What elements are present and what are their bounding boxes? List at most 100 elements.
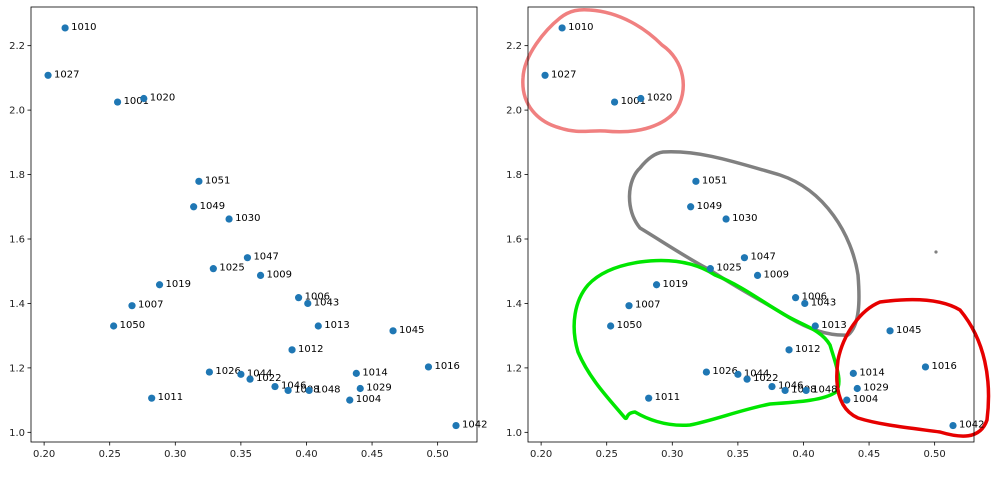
data-point-1048-right bbox=[802, 386, 810, 395]
data-point-1016-left bbox=[424, 363, 433, 371]
data-point-1004-left bbox=[346, 396, 354, 404]
point-label-1048-right: 1048 bbox=[812, 384, 837, 395]
x-tick-label-right: 0.30 bbox=[661, 449, 683, 460]
data-point-1006-left bbox=[295, 294, 303, 302]
data-point-1049-right bbox=[687, 203, 695, 211]
point-label-1029-left: 1029 bbox=[366, 383, 391, 394]
plot-frame-left bbox=[30, 6, 478, 443]
data-point-1044-right bbox=[734, 370, 742, 378]
data-point-1019-right bbox=[652, 281, 661, 289]
point-label-1046-left: 1046 bbox=[281, 381, 306, 392]
cluster-outline-green bbox=[572, 258, 841, 428]
x-tick-label-left: 0.20 bbox=[33, 449, 55, 460]
data-point-1030-right bbox=[722, 215, 730, 223]
data-point-1042-left bbox=[452, 421, 460, 430]
y-tick-label-right: 1.4 bbox=[506, 299, 522, 310]
point-label-1048-left: 1048 bbox=[315, 384, 340, 395]
data-point-1014-left bbox=[352, 369, 360, 377]
point-label-1009-left: 1009 bbox=[267, 269, 292, 280]
data-point-1046-left bbox=[271, 382, 279, 391]
data-point-1007-right bbox=[625, 302, 633, 310]
data-point-1011-right bbox=[645, 394, 653, 402]
data-point-1020-left bbox=[140, 94, 148, 103]
data-point-1022-right bbox=[743, 375, 751, 383]
point-label-1014-right: 1014 bbox=[859, 367, 884, 378]
point-label-1013-left: 1013 bbox=[324, 320, 349, 331]
data-point-1047-right bbox=[740, 254, 749, 262]
data-point-1008-right bbox=[781, 386, 789, 395]
point-label-1030-right: 1030 bbox=[732, 213, 757, 224]
data-point-1010-left bbox=[61, 24, 69, 32]
data-point-1014-right bbox=[849, 369, 857, 377]
point-label-1030-left: 1030 bbox=[235, 213, 260, 224]
data-point-1004-right bbox=[843, 396, 851, 404]
data-point-1012-right bbox=[785, 346, 793, 354]
data-point-1025-right bbox=[706, 265, 714, 273]
data-point-1008-left bbox=[284, 386, 292, 395]
data-point-1047-left bbox=[243, 254, 252, 262]
point-label-1026-right: 1026 bbox=[712, 366, 737, 377]
y-tick-label-right: 1.8 bbox=[506, 170, 522, 181]
point-label-1014-left: 1014 bbox=[362, 367, 387, 378]
data-point-1030-left bbox=[225, 215, 233, 223]
data-point-1027-left bbox=[44, 71, 52, 79]
point-label-1011-right: 1011 bbox=[655, 392, 680, 403]
point-label-1020-left: 1020 bbox=[150, 93, 175, 104]
data-point-1051-left bbox=[195, 177, 203, 185]
point-label-1051-right: 1051 bbox=[702, 175, 727, 186]
y-tick-label-left: 1.6 bbox=[9, 235, 25, 246]
x-tick-label-right: 0.20 bbox=[530, 449, 552, 460]
data-point-1013-right bbox=[811, 322, 819, 330]
point-label-1001-left: 1001 bbox=[124, 96, 149, 107]
stray-mark-dot bbox=[934, 250, 938, 254]
point-label-1045-left: 1045 bbox=[399, 325, 424, 336]
data-point-1029-right bbox=[853, 384, 861, 393]
point-label-1006-left: 1006 bbox=[305, 292, 330, 303]
point-label-1051-left: 1051 bbox=[205, 175, 230, 186]
point-label-1050-right: 1050 bbox=[617, 320, 642, 331]
tick-layer-right: 0.20 0.25 0.30 0.35 0.40 0.45 0.50 1.0 1.2 1.4 1.6… bbox=[506, 41, 946, 460]
x-tick-label-left: 0.45 bbox=[361, 449, 383, 460]
y-tick-label-left: 1.4 bbox=[9, 299, 25, 310]
point-label-1029-right: 1029 bbox=[863, 383, 888, 394]
point-label-1013-right: 1013 bbox=[821, 320, 846, 331]
x-tick-label-right: 0.25 bbox=[596, 449, 618, 460]
data-point-1013-left bbox=[314, 322, 322, 330]
data-point-1026-right bbox=[702, 368, 711, 376]
point-label-1044-left: 1044 bbox=[247, 368, 272, 379]
point-label-1046-right: 1046 bbox=[778, 381, 803, 392]
point-label-1010-right: 1010 bbox=[568, 22, 593, 33]
point-label-1047-right: 1047 bbox=[750, 252, 775, 263]
x-tick-label-right: 0.45 bbox=[858, 449, 880, 460]
point-label-1042-left: 1042 bbox=[462, 420, 487, 431]
data-point-1006-right bbox=[792, 294, 800, 302]
data-point-1026-left bbox=[205, 368, 213, 376]
data-point-1044-left bbox=[237, 370, 245, 378]
y-tick-label-right: 1.0 bbox=[506, 428, 522, 439]
tick-layer-left: 0.20 0.25 0.30 0.35 0.40 0.45 0.50 1.0 1.2 1.4 1.6… bbox=[9, 41, 449, 460]
point-label-1016-right: 1016 bbox=[931, 361, 956, 372]
data-point-1016-right bbox=[921, 363, 930, 371]
point-label-1020-right: 1020 bbox=[647, 93, 672, 104]
point-label-1043-left: 1043 bbox=[314, 297, 339, 308]
x-tick-label-left: 0.35 bbox=[230, 449, 252, 460]
data-point-1019-left bbox=[155, 281, 164, 289]
point-label-1004-left: 1004 bbox=[356, 394, 381, 405]
y-tick-label-left: 2.0 bbox=[9, 106, 25, 117]
y-tick-label-left: 2.2 bbox=[9, 41, 25, 52]
data-point-1009-left bbox=[256, 271, 265, 280]
data-point-1020-right bbox=[637, 94, 645, 103]
point-label-1047-left: 1047 bbox=[253, 252, 278, 263]
point-label-1010-left: 1010 bbox=[71, 22, 96, 33]
point-label-1007-right: 1007 bbox=[635, 300, 660, 311]
point-label-1042-right: 1042 bbox=[959, 420, 984, 431]
data-point-1027-right bbox=[541, 71, 549, 79]
point-label-1012-left: 1012 bbox=[298, 344, 323, 355]
y-tick-label-right: 2.2 bbox=[506, 41, 522, 52]
data-point-1049-left bbox=[190, 203, 198, 211]
x-tick-label-right: 0.40 bbox=[792, 449, 814, 460]
cluster-outline-salmon bbox=[521, 7, 685, 134]
point-label-1011-left: 1011 bbox=[158, 392, 183, 403]
scatter-panel-right: 0.20 0.25 0.30 0.35 0.40 0.45 0.50 1.0 1.2 1.4 1.6… bbox=[506, 6, 991, 460]
y-tick-label-left: 1.0 bbox=[9, 428, 25, 439]
